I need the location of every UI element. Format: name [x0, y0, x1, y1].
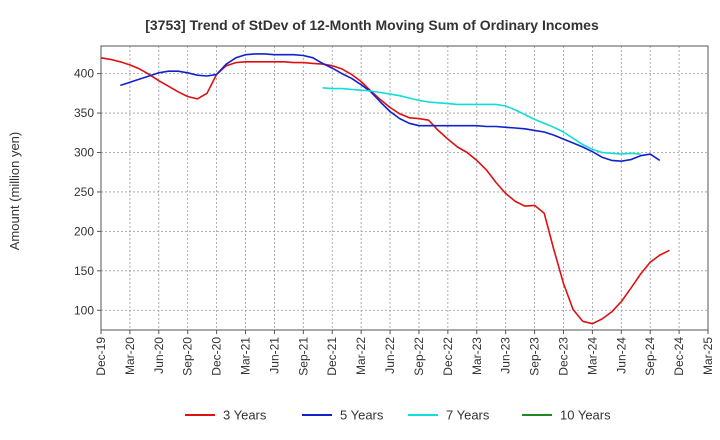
- legend-item-10-years: 10 Years: [522, 408, 611, 423]
- x-tick-label: Mar-20: [123, 337, 137, 375]
- x-tick-label: Dec-21: [325, 337, 339, 376]
- y-tick-label: 150: [74, 264, 94, 278]
- legend-item-7-years: 7 Years: [408, 408, 490, 423]
- legend-label: 10 Years: [560, 408, 611, 423]
- plot-area: [100, 45, 709, 331]
- legend-label: 7 Years: [446, 408, 490, 423]
- x-tick-label: Jun-21: [267, 337, 281, 374]
- x-tick-label: Mar-21: [239, 337, 253, 375]
- legend-item-3-years: 3 Years: [185, 408, 267, 423]
- legend-label: 5 Years: [340, 408, 384, 423]
- series-line-5-years: [120, 53, 661, 162]
- legend-label: 3 Years: [223, 408, 267, 423]
- x-tick-label: Sep-23: [528, 337, 542, 376]
- x-tick-label: Mar-22: [354, 337, 368, 375]
- y-tick-label: 100: [74, 303, 94, 317]
- x-tick-label: Dec-23: [556, 337, 570, 376]
- y-tick-label: 300: [74, 146, 94, 160]
- y-tick-label: 400: [74, 67, 94, 81]
- x-tick-label: Jun-24: [614, 337, 628, 374]
- x-tick-label: Sep-20: [181, 337, 195, 376]
- x-tick-label: Mar-25: [701, 337, 715, 375]
- x-tick-label: Mar-23: [470, 337, 484, 375]
- x-tick-label: Dec-19: [94, 337, 108, 376]
- x-axis-ticks: Dec-19 Mar-20 Jun-20 Sep-20 Dec-20 Mar-21 Jun-…: [94, 330, 715, 376]
- x-tick-label: Dec-24: [672, 337, 686, 376]
- x-tick-label: Dec-22: [441, 337, 455, 376]
- x-tick-label: Mar-24: [585, 337, 599, 375]
- x-tick-label: Jun-23: [499, 337, 513, 374]
- x-tick-label: Dec-20: [210, 337, 224, 376]
- y-tick-label: 250: [74, 185, 94, 199]
- x-tick-label: Jun-22: [383, 337, 397, 374]
- x-tick-label: Sep-21: [296, 337, 310, 376]
- grid-lines: [101, 46, 708, 330]
- series-line-7-years: [322, 87, 641, 155]
- x-tick-label: Jun-20: [152, 337, 166, 374]
- y-tick-label: 350: [74, 106, 94, 120]
- chart-title: [3753] Trend of StDev of 12-Month Moving…: [145, 17, 599, 33]
- y-axis-label: Amount (million yen): [7, 132, 22, 251]
- x-tick-label: Sep-24: [643, 337, 657, 376]
- legend-item-5-years: 5 Years: [302, 408, 384, 423]
- y-tick-label: 200: [74, 224, 94, 238]
- y-axis-ticks: 100 150 200 250 300 350 400: [74, 67, 101, 317]
- legend: 3 Years 5 Years 7 Years 10 Years: [185, 408, 611, 423]
- series-lines: [100, 53, 670, 325]
- x-tick-label: Sep-22: [412, 337, 426, 376]
- series-line-3-years: [100, 57, 670, 325]
